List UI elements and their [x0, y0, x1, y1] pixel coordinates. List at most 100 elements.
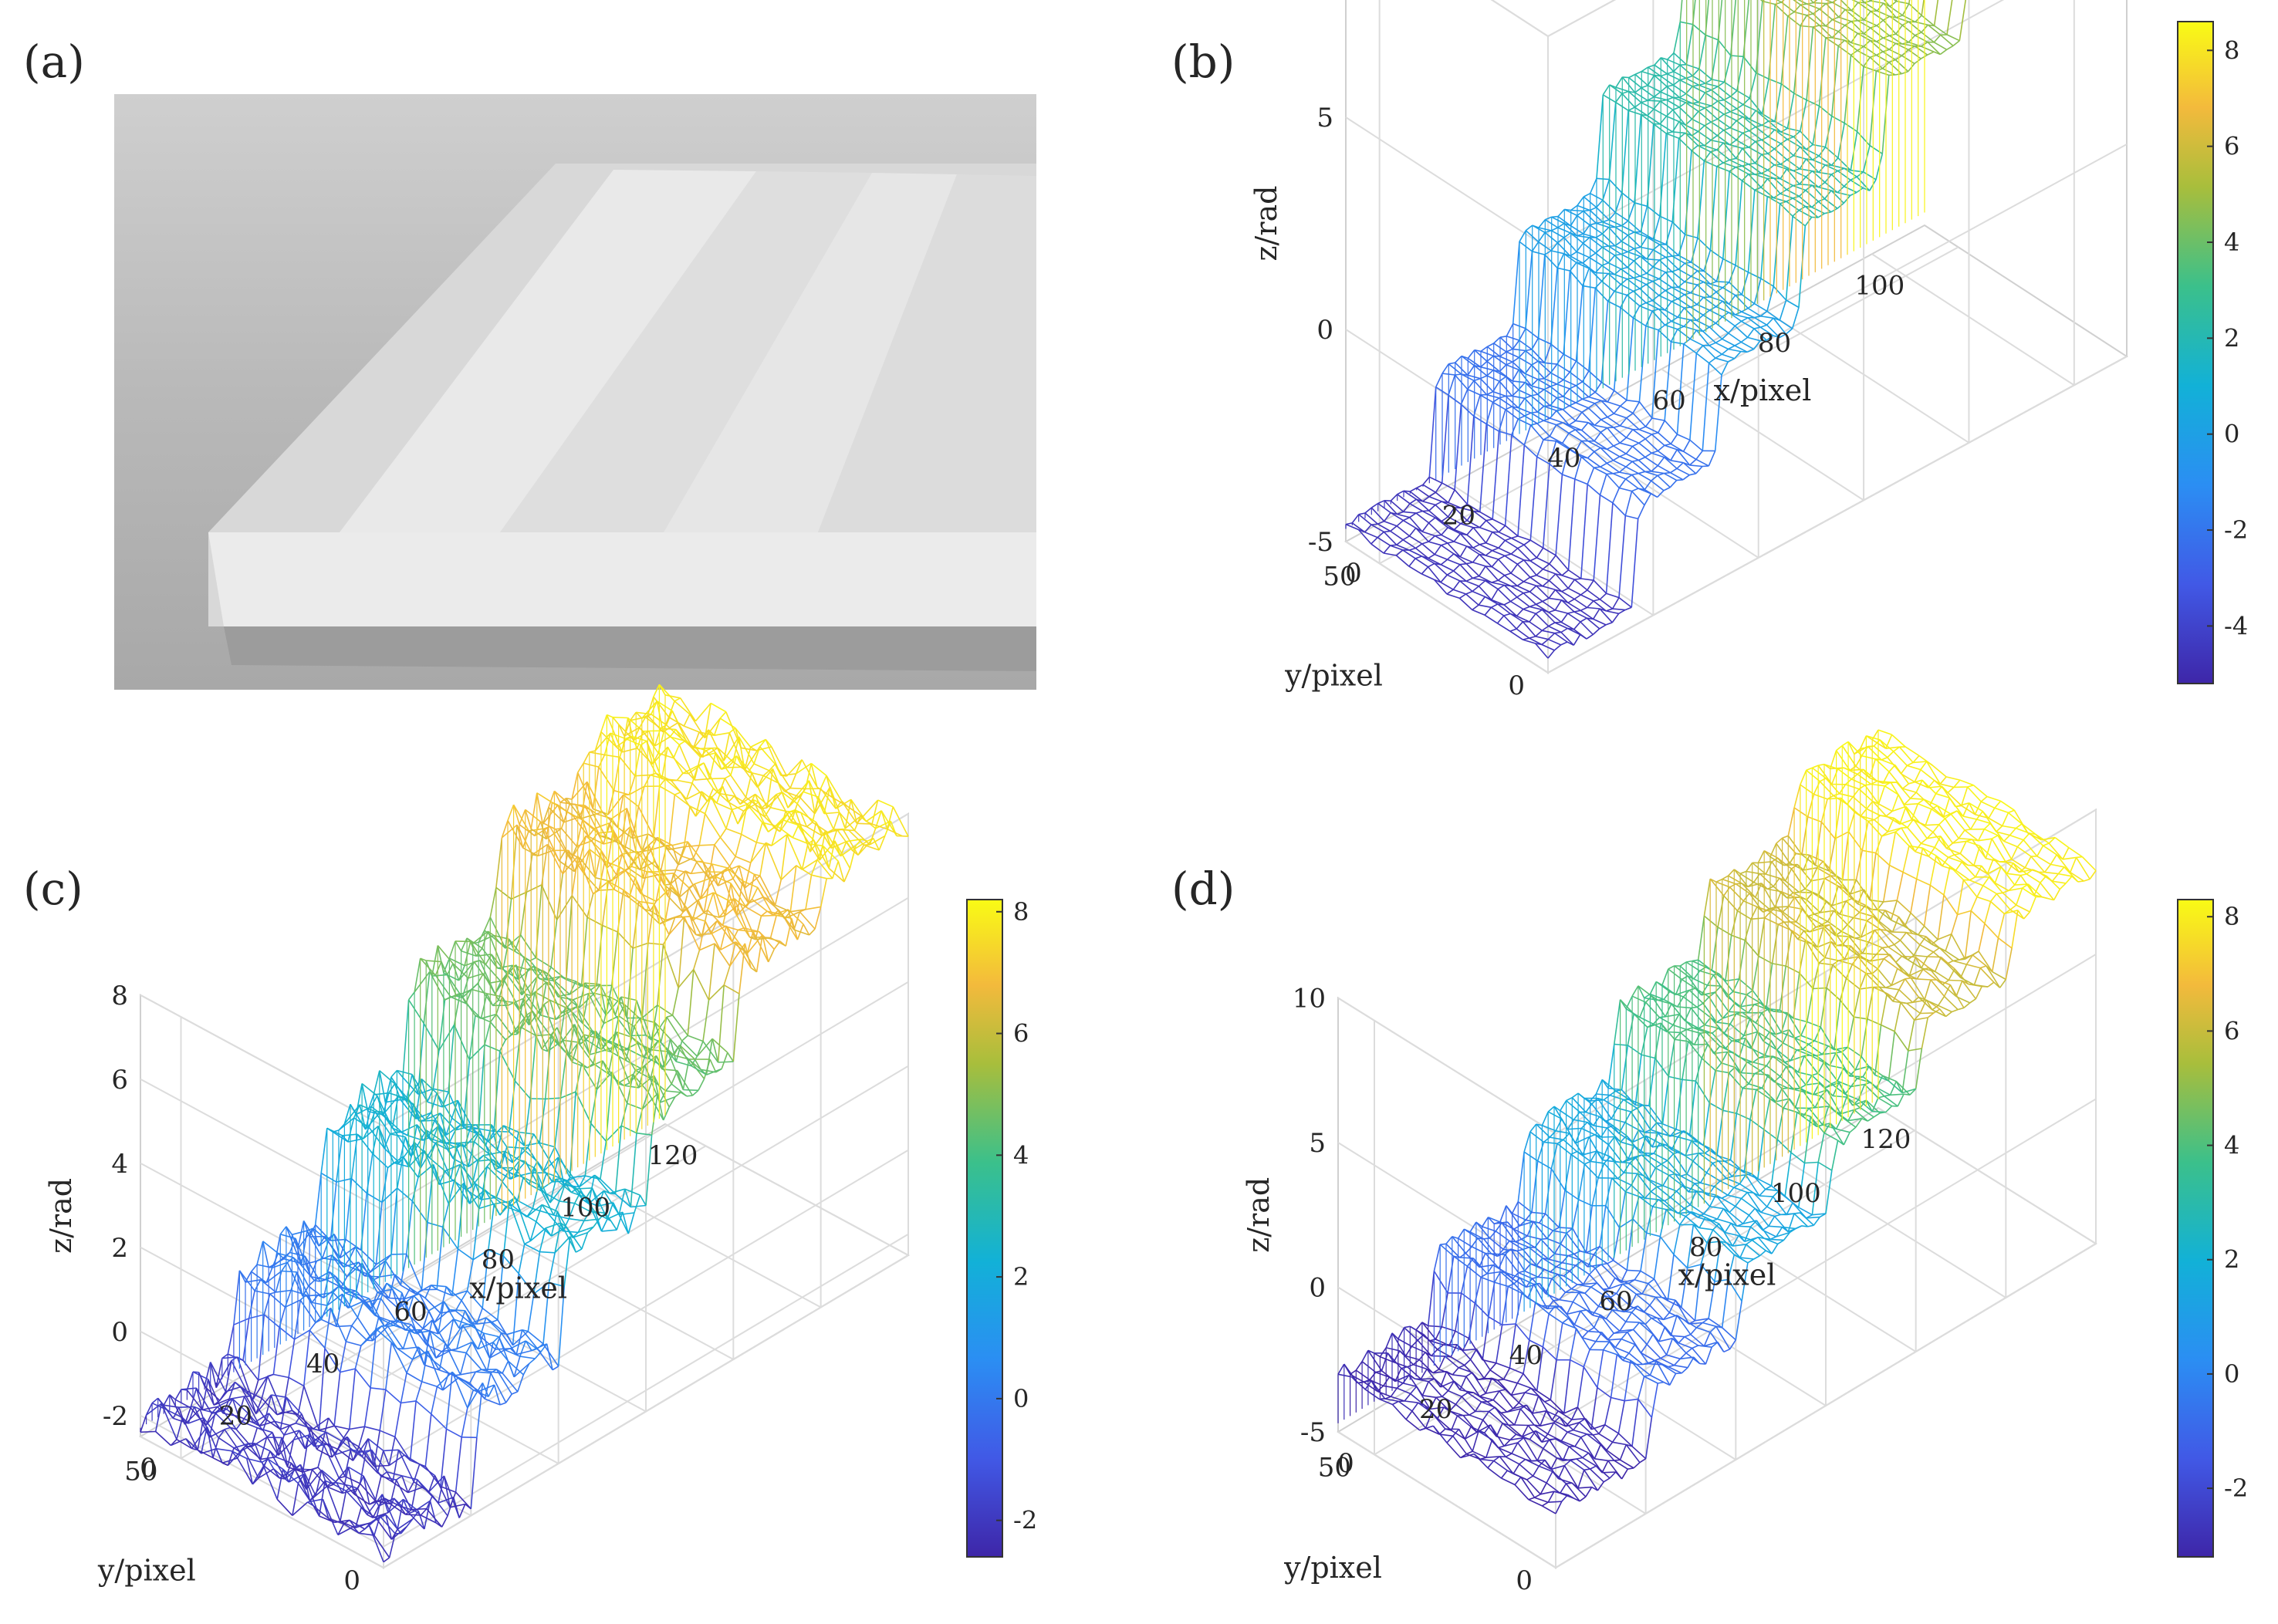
- mesh-edge: [274, 1234, 282, 1265]
- mesh-edge: [1580, 609, 1594, 620]
- mesh-edge: [426, 1508, 443, 1528]
- mesh-edge: [1607, 390, 1615, 403]
- mesh-edge: [1632, 459, 1639, 462]
- mesh-edge: [1580, 578, 1594, 581]
- mesh-edge: [1863, 66, 1877, 72]
- mesh-edge: [1517, 535, 1531, 541]
- mesh-edge: [1377, 500, 1385, 505]
- mesh-edge: [258, 1373, 274, 1381]
- mesh-edge: [630, 1133, 637, 1207]
- mesh-edge: [1542, 579, 1550, 587]
- mesh-edge: [231, 1450, 248, 1460]
- mesh-edge: [751, 887, 759, 900]
- mesh-edge: [769, 763, 776, 771]
- mesh-edge: [1708, 362, 1722, 376]
- mesh-edge: [1611, 597, 1620, 609]
- mesh-edge: [437, 945, 444, 974]
- mesh-edge: [1409, 535, 1423, 545]
- mesh-edge: [1646, 272, 1660, 280]
- mesh-edge: [1698, 68, 1712, 80]
- mesh-edge: [351, 1317, 359, 1326]
- mesh-edge: [745, 772, 752, 798]
- mesh-edge: [1434, 553, 1448, 560]
- mesh-edge: [1914, 46, 1928, 56]
- mesh-edge: [1402, 549, 1416, 559]
- mesh-edge: [335, 1449, 351, 1456]
- mesh-edge: [1645, 280, 1654, 285]
- mesh-edge: [1620, 400, 1627, 407]
- mesh-edge: [533, 1251, 541, 1295]
- mesh-edge: [1600, 419, 1614, 428]
- mesh-edge: [554, 1098, 562, 1147]
- mesh-edge: [528, 1168, 536, 1185]
- mesh-edge: [1626, 290, 1634, 296]
- mesh-edge: [1851, 19, 1858, 22]
- mesh-edge: [1696, 319, 1710, 328]
- panel-label-c: (c): [23, 863, 83, 915]
- mesh-edge: [1690, 284, 1698, 294]
- mesh-edge: [1697, 144, 1712, 153]
- mesh-edge: [1594, 400, 1602, 404]
- mesh-edge: [1698, 35, 1706, 69]
- mesh-edge: [1664, 444, 1678, 451]
- mesh-edge: [764, 807, 772, 818]
- mesh-edge: [1717, 39, 1732, 56]
- mesh-edge: [323, 1444, 340, 1479]
- mesh-edge: [1569, 371, 1583, 383]
- mesh-edge: [355, 1521, 371, 1529]
- mesh-edge: [273, 1373, 289, 1379]
- mesh-edge: [1537, 379, 1551, 387]
- mesh-edge: [267, 1376, 284, 1413]
- mesh-edge: [1524, 397, 1538, 413]
- x-tick-label: 80: [1758, 328, 1791, 359]
- mesh-edge: [329, 1443, 346, 1477]
- mesh-edge: [1433, 579, 1448, 595]
- mesh-edge: [1607, 448, 1621, 457]
- mesh-edge: [299, 1299, 316, 1323]
- mesh-edge: [1877, 10, 1891, 17]
- mesh-edge: [283, 1430, 300, 1436]
- mesh-edge: [1882, 68, 1896, 76]
- mesh-edge: [1485, 532, 1493, 544]
- mesh-edge: [687, 841, 695, 859]
- mesh-edge: [1747, 190, 1756, 272]
- mesh-edge: [452, 963, 460, 981]
- mesh-edge: [318, 1481, 326, 1517]
- mesh-edge: [1773, 177, 1787, 191]
- mesh-edge: [1440, 564, 1454, 572]
- mesh-edge: [228, 1396, 245, 1400]
- mesh-edge: [259, 1418, 266, 1426]
- mesh-edge: [407, 1486, 424, 1494]
- mesh-edge: [1351, 522, 1366, 533]
- mesh-edge: [1883, 0, 1891, 8]
- mesh-edge: [1554, 622, 1568, 630]
- mesh-edge: [1871, 10, 1877, 12]
- mesh-edge: [1428, 504, 1436, 512]
- mesh-edge: [1672, 79, 1681, 86]
- mesh-edge: [1479, 542, 1486, 545]
- mesh-edge: [1889, 5, 1903, 16]
- grid-line-z: [140, 896, 909, 1211]
- mesh-edge: [338, 1477, 355, 1495]
- mesh-edge: [1414, 558, 1429, 568]
- mesh-edge: [1563, 253, 1577, 264]
- mesh-edge: [1562, 442, 1576, 454]
- mesh-edge: [1472, 604, 1479, 611]
- mesh-edge: [1773, 143, 1782, 150]
- mesh-edge: [1485, 549, 1493, 556]
- mesh-edge: [1671, 268, 1679, 272]
- mesh-edge: [297, 1414, 314, 1430]
- mesh-edge: [1709, 281, 1717, 285]
- mesh-edge: [246, 1458, 254, 1484]
- mesh-edge: [540, 1172, 548, 1190]
- mesh-edge: [355, 1083, 363, 1115]
- mesh-edge: [282, 1377, 289, 1413]
- mesh-edge: [713, 717, 721, 736]
- mesh-edge: [1806, 143, 1813, 150]
- mesh-edge: [1734, 320, 1742, 327]
- mesh-edge: [624, 1188, 632, 1207]
- mesh-edge: [1870, 25, 1877, 29]
- mesh-edge: [1665, 133, 1679, 140]
- mesh-edge: [1677, 326, 1685, 330]
- mesh-edge: [1665, 286, 1672, 292]
